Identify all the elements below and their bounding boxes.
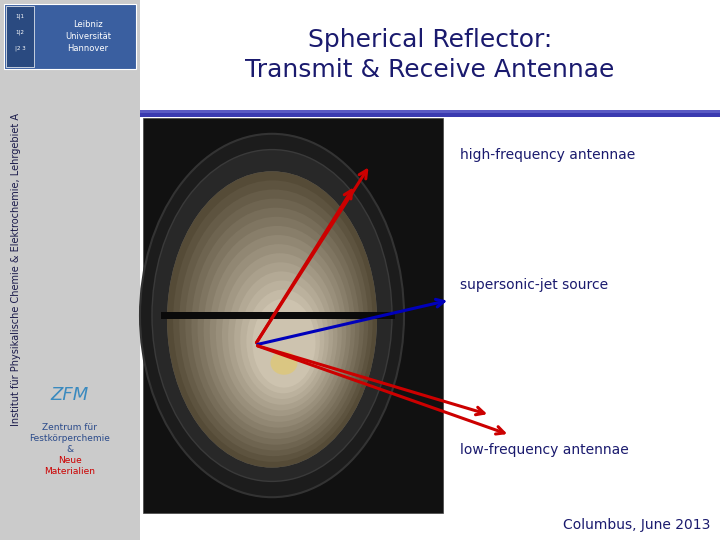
Ellipse shape [210,235,346,428]
Text: Materialien: Materialien [45,467,96,476]
Text: Leibniz
Universität
Hannover: Leibniz Universität Hannover [65,20,111,53]
Ellipse shape [204,226,351,433]
Ellipse shape [228,262,333,410]
Text: high-frequency antennae: high-frequency antennae [460,148,635,162]
Text: &: & [66,445,73,454]
Ellipse shape [192,208,359,445]
Ellipse shape [240,280,324,399]
Ellipse shape [197,217,355,439]
Ellipse shape [152,150,392,481]
Text: ZFM: ZFM [51,386,89,404]
Bar [140,110,720,117]
Text: 1|1: 1|1 [16,14,24,19]
Text: low-frequency antennae: low-frequency antennae [460,443,629,457]
Ellipse shape [185,199,364,450]
Ellipse shape [140,134,404,497]
Text: supersonic-jet source: supersonic-jet source [460,278,608,292]
Text: Spherical Reflector:
Transmit & Receive Antennae: Spherical Reflector: Transmit & Receive … [246,28,615,82]
Bar [4,4,136,69]
Ellipse shape [179,190,368,456]
Text: |2 3: |2 3 [14,45,25,51]
Bar [6,6,34,67]
Bar [143,118,443,513]
Text: 1|2: 1|2 [16,29,24,35]
Ellipse shape [167,171,377,468]
Text: Festkörperchemie: Festkörperchemie [30,434,110,443]
Ellipse shape [216,244,342,422]
Ellipse shape [173,180,373,462]
Bar [0,0,140,540]
Text: Institut für Physikalische Chemie & Elektrochemie, Lehrgebiet A: Institut für Physikalische Chemie & Elek… [11,113,21,427]
Text: Neue: Neue [58,456,82,465]
Ellipse shape [222,253,338,416]
Bar [140,110,720,113]
Text: Zentrum für: Zentrum für [42,423,97,432]
Text: Columbus, June 2013: Columbus, June 2013 [562,518,710,532]
Ellipse shape [271,351,297,375]
Ellipse shape [253,299,315,388]
Ellipse shape [234,272,328,404]
Bar [161,312,395,320]
Ellipse shape [246,289,320,393]
Ellipse shape [167,171,377,468]
